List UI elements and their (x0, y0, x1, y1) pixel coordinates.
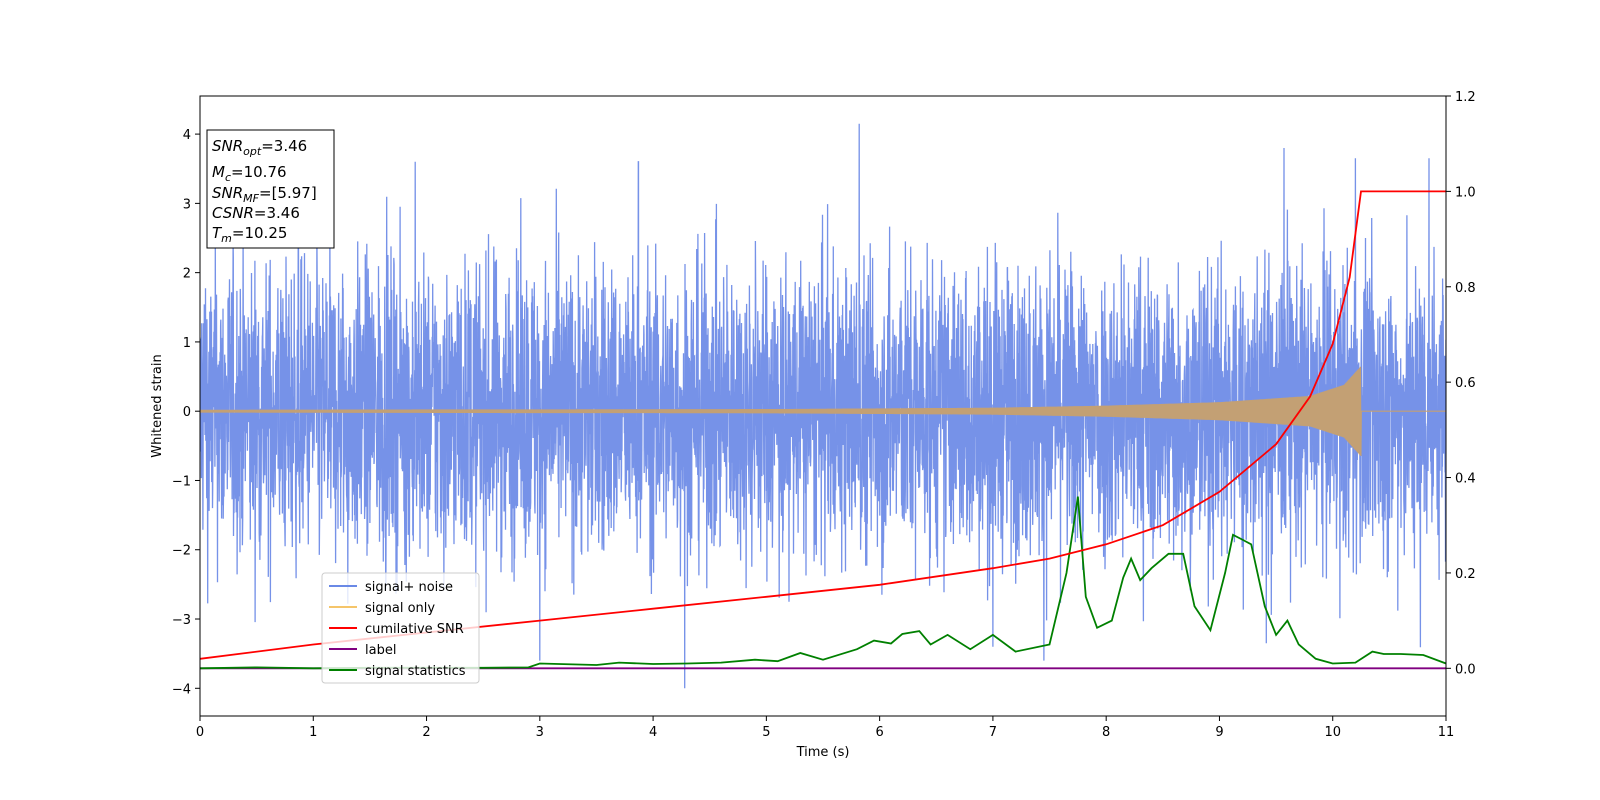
x-tick-label: 11 (1438, 725, 1455, 740)
info-line: SNRopt=3.46 (212, 137, 307, 158)
y-axis-right: 0.0 0.2 0.4 0.6 0.8 1.0 1.2 (1446, 90, 1476, 677)
x-axis-label: Time (s) (796, 745, 850, 760)
y2-tick-label: 0.6 (1455, 376, 1476, 391)
info-subscript: MF (243, 192, 259, 205)
info-subscript: c (225, 171, 231, 184)
x-axis: 0 1 2 3 4 5 6 7 8 9 10 11 (196, 716, 1454, 740)
info-line: Tm=10.25 (212, 224, 287, 245)
info-box-frame (206, 129, 335, 249)
signal-plus-noise-line (200, 123, 1446, 689)
info-variable: SNR (212, 137, 243, 155)
cumulative-snr-line (200, 190, 1446, 660)
info-annotation-box: SNRopt=3.46Mc=10.76SNRMF=[5.97]CSNR=3.46… (206, 129, 335, 249)
x-tick-label: 2 (422, 725, 430, 740)
legend-label: label (365, 643, 396, 658)
info-value: =3.46 (261, 137, 307, 155)
signal-statistics-line (200, 496, 1446, 670)
y-tick-label: −1 (172, 474, 191, 489)
plot-frame (199, 95, 1447, 717)
x-tick-label: 3 (536, 725, 544, 740)
x-tick-label: 1 (309, 725, 317, 740)
info-value: =3.46 (254, 204, 300, 222)
info-variable: SNR (212, 184, 243, 202)
info-line: CSNR=3.46 (212, 204, 300, 222)
info-value: =10.25 (232, 224, 288, 242)
y-axis-label: Whitened strain (150, 354, 165, 457)
info-variable: M (212, 163, 225, 181)
legend-label: cumilative SNR (365, 622, 464, 637)
x-tick-label: 4 (649, 725, 657, 740)
info-variable: T (212, 224, 223, 242)
x-tick-label: 7 (989, 725, 997, 740)
y2-tick-label: 0.4 (1455, 472, 1476, 487)
y2-tick-label: 0.0 (1455, 662, 1476, 677)
legend: signal+ noise signal only cumilative SNR la… (321, 572, 480, 684)
y2-tick-label: 0.2 (1455, 567, 1476, 582)
info-line: Mc=10.76 (212, 163, 287, 184)
legend-label: signal only (365, 601, 435, 616)
x-tick-label: 5 (762, 725, 770, 740)
signal-only-series (200, 366, 1446, 457)
x-tick-label: 8 (1102, 725, 1110, 740)
signal-only-line (200, 366, 1446, 457)
info-subscript: m (221, 232, 232, 245)
y2-tick-label: 1.2 (1455, 90, 1476, 105)
y2-tick-label: 1.0 (1455, 185, 1476, 200)
legend-label: signal+ noise (365, 580, 453, 595)
info-line: SNRMF=[5.97] (212, 184, 317, 205)
y-tick-label: −2 (172, 544, 191, 559)
y-tick-label: 4 (183, 128, 191, 143)
y-tick-label: −4 (172, 682, 191, 697)
y-tick-label: 0 (183, 405, 191, 420)
x-tick-label: 6 (875, 725, 883, 740)
legend-frame (321, 572, 480, 684)
y-tick-label: 1 (183, 336, 191, 351)
legend-label: signal statistics (365, 664, 466, 679)
x-tick-label: 10 (1324, 725, 1341, 740)
y-tick-label: −3 (172, 613, 191, 628)
y-axis-left: −4 −3 −2 −1 0 1 2 3 4 (172, 128, 200, 697)
info-value: =[5.97] (259, 184, 317, 202)
y-tick-label: 2 (183, 267, 191, 282)
signal-plus-noise-series (200, 123, 1446, 689)
info-subscript: opt (243, 145, 262, 158)
y2-tick-label: 0.8 (1455, 281, 1476, 296)
x-tick-label: 0 (196, 725, 204, 740)
y-tick-label: 3 (183, 197, 191, 212)
info-variable: CSNR (212, 204, 254, 222)
info-value: =10.76 (231, 163, 287, 181)
x-tick-label: 9 (1215, 725, 1223, 740)
